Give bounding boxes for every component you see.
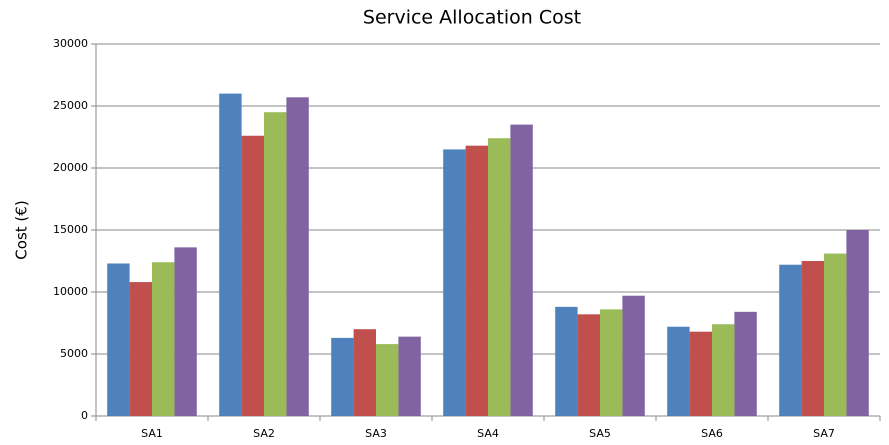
- bar: [398, 336, 421, 416]
- bar: [174, 247, 197, 416]
- bar: [331, 337, 354, 416]
- bar: [107, 263, 130, 416]
- bar: [129, 282, 152, 416]
- bar: [667, 326, 690, 416]
- x-tick-label: SA6: [701, 427, 723, 440]
- bar: [801, 261, 824, 416]
- bar: [577, 314, 600, 416]
- bar: [510, 124, 533, 416]
- bar: [152, 262, 175, 416]
- bar: [264, 112, 287, 416]
- x-tick-label: SA5: [589, 427, 611, 440]
- y-axis-label: Cost (€): [13, 200, 31, 259]
- y-tick-label: 30000: [53, 37, 88, 50]
- x-tick-label: SA7: [813, 427, 835, 440]
- bar: [734, 311, 757, 416]
- y-tick-label: 20000: [53, 161, 88, 174]
- y-tick-label: 25000: [53, 99, 88, 112]
- bar: [846, 230, 869, 416]
- bar: [488, 138, 511, 417]
- bar: [219, 93, 242, 416]
- bar: [443, 149, 466, 416]
- bar: [555, 306, 578, 416]
- y-tick-label: 5000: [60, 347, 88, 360]
- bar: [600, 309, 623, 416]
- chart-title: Service Allocation Cost: [363, 7, 581, 29]
- x-tick-label: SA1: [141, 427, 163, 440]
- bar: [353, 329, 376, 416]
- x-tick-label: SA4: [477, 427, 499, 440]
- bar: [622, 295, 645, 416]
- y-tick-label: 0: [81, 409, 88, 422]
- bar: [376, 344, 399, 416]
- x-tick-label: SA2: [253, 427, 275, 440]
- y-tick-label: 15000: [53, 223, 88, 236]
- bar: [241, 135, 264, 416]
- x-tick-label: SA3: [365, 427, 387, 440]
- bar: [465, 145, 488, 416]
- bar: [712, 324, 735, 416]
- bar: [779, 264, 802, 416]
- y-tick-label: 10000: [53, 285, 88, 298]
- bar: [286, 97, 309, 416]
- bar: [689, 331, 712, 416]
- bar: [824, 253, 847, 416]
